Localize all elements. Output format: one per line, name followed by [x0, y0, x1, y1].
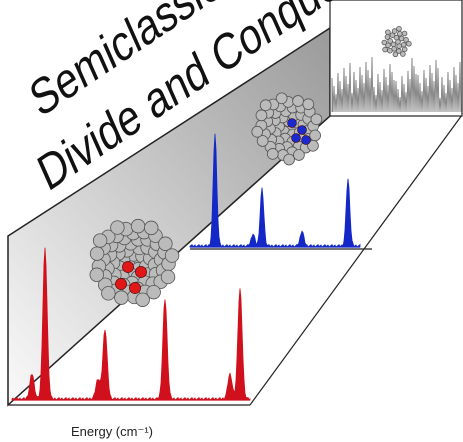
atom-highlight	[301, 135, 311, 145]
atom	[89, 267, 104, 282]
atom	[309, 129, 321, 142]
floor-edge	[249, 114, 463, 406]
atom	[283, 153, 295, 166]
atom	[396, 48, 402, 54]
atom	[387, 38, 393, 44]
atom	[302, 98, 315, 111]
atom	[164, 248, 180, 263]
atom-highlight	[297, 125, 307, 135]
atom	[392, 51, 399, 58]
gray-spectrum	[331, 56, 462, 113]
atom	[144, 220, 159, 236]
atom	[293, 149, 305, 161]
atom	[114, 290, 129, 305]
atom	[89, 246, 105, 261]
atom	[110, 220, 125, 235]
atom	[401, 46, 408, 53]
atom	[92, 233, 108, 248]
atom-highlight	[115, 278, 127, 290]
atom	[385, 42, 391, 49]
atom	[135, 292, 150, 307]
atom	[266, 148, 279, 160]
atom	[256, 135, 269, 147]
atom	[398, 35, 405, 42]
atom	[400, 51, 406, 57]
atom-highlight	[135, 266, 147, 278]
atom	[396, 43, 402, 49]
atom-highlight	[291, 133, 301, 143]
atom	[101, 286, 116, 301]
red-spectrum	[11, 247, 251, 401]
atom	[307, 139, 319, 152]
atom	[160, 269, 176, 285]
axis-label: Energy (cm⁻¹)	[71, 424, 153, 439]
atom	[393, 34, 400, 41]
atom	[259, 99, 272, 112]
atom	[396, 25, 402, 32]
blue-spectrum	[189, 133, 361, 248]
atom	[292, 95, 304, 107]
molecules	[89, 25, 412, 307]
spectrum-trace	[11, 247, 251, 401]
atom	[381, 39, 388, 46]
atom	[382, 46, 388, 53]
atom	[385, 29, 391, 36]
atom	[384, 34, 391, 40]
atom	[130, 218, 146, 234]
atom	[400, 42, 407, 48]
atom	[255, 109, 268, 122]
atom	[397, 31, 403, 37]
atom-highlight	[122, 261, 134, 273]
atom	[387, 47, 393, 54]
atom	[158, 236, 173, 251]
atom	[310, 113, 323, 126]
atom	[275, 92, 288, 105]
atom-highlight	[129, 282, 141, 294]
atom	[251, 125, 264, 138]
atom	[403, 37, 409, 43]
atom-highlight	[287, 118, 297, 128]
atom	[401, 30, 408, 37]
atom	[146, 284, 161, 300]
atom	[391, 28, 398, 34]
atom	[406, 40, 412, 47]
spectrum-trace	[331, 56, 462, 113]
